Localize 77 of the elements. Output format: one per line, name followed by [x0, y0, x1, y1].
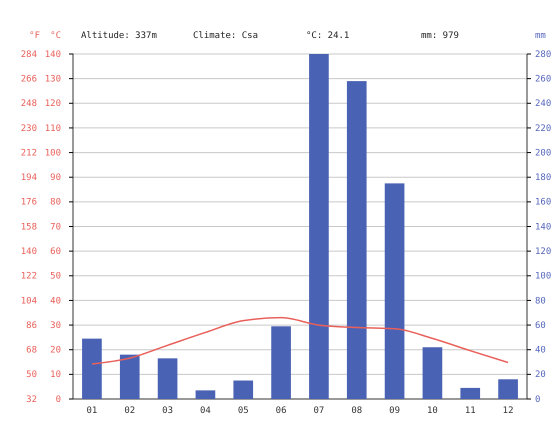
bar	[384, 183, 404, 399]
y3-tick-label: 122	[20, 272, 37, 282]
y3-tick-label: 50	[26, 370, 37, 380]
y-tick-label: 60	[50, 247, 61, 258]
y3-tick-label: 284	[20, 50, 37, 60]
bar	[82, 338, 102, 399]
y3-tick-label: 212	[20, 148, 37, 158]
y3-tick-label: 104	[20, 296, 37, 306]
y-tick-label: 90	[50, 173, 61, 184]
y2-tick-label: 40	[535, 346, 546, 356]
y-tick-label: 0	[56, 394, 61, 405]
x-tick-label: 01	[86, 406, 98, 416]
y3-tick-label: 158	[20, 222, 37, 232]
y2-tick-label: 280	[535, 50, 552, 60]
y-tick-label: 30	[50, 320, 61, 331]
text: Altitude: 337m	[81, 31, 157, 41]
y3-tick-label: 266	[20, 74, 37, 85]
y2-tick-label: 20	[535, 370, 546, 380]
y3-tick-label: 68	[26, 346, 37, 356]
text: Climate: Csa	[193, 31, 258, 41]
y2-tick-label: 80	[535, 296, 546, 306]
y-tick-label: 130	[44, 74, 61, 85]
x-tick-label: 04	[200, 406, 211, 416]
y3-tick-label: 86	[26, 320, 37, 331]
y2-tick-label: 140	[535, 222, 552, 232]
bar	[498, 379, 518, 399]
line-series	[91, 316, 509, 365]
x-tick-label: 07	[313, 406, 324, 416]
text: mm: 979	[421, 31, 459, 41]
y2-tick-label: 120	[535, 247, 552, 258]
y2-tick-label: 240	[535, 99, 552, 110]
y3-tick-label: 140	[20, 247, 37, 258]
y2-tick-label: 160	[535, 198, 552, 208]
y2-tick-label: 60	[535, 320, 546, 331]
bar	[271, 326, 291, 399]
y2-tick-label: 200	[535, 148, 552, 158]
x-tick-label: 09	[389, 406, 400, 416]
bar	[460, 388, 480, 399]
y2-tick-label: 260	[535, 74, 552, 85]
x-tick-label: 08	[351, 406, 362, 416]
y2-tick-label: 100	[535, 272, 552, 282]
x-tick-label: 12	[502, 406, 514, 416]
x-tick-label: 02	[124, 406, 136, 416]
y3-tick-label: 32	[26, 394, 37, 405]
x-tick-label: 05	[238, 406, 249, 416]
x-tick-label: 10	[426, 406, 438, 416]
x-tick-label: 06	[276, 406, 287, 416]
y2-tick-label: 180	[535, 173, 552, 184]
y-tick-label: 140	[44, 50, 61, 60]
text: °C: 24.1	[306, 31, 350, 41]
bar	[309, 54, 329, 399]
y-tick-label: 10	[50, 370, 61, 380]
y2-tick-label: 220	[535, 124, 552, 134]
y3-tick-label: 230	[20, 124, 37, 134]
y2-axis-title: mm	[535, 31, 546, 41]
y3-tick-label: 194	[20, 173, 37, 184]
y-tick-label: 20	[50, 346, 61, 356]
y-tick-label: 50	[50, 272, 61, 282]
y2-tick-label: 0	[535, 394, 540, 405]
y-tick-label: 70	[50, 222, 61, 232]
y-tick-label: 110	[44, 124, 61, 134]
bar	[346, 81, 367, 399]
y-axis-title: °C	[50, 31, 61, 41]
y-tick-label: 80	[50, 198, 61, 208]
y3-tick-label: 248	[20, 99, 37, 110]
bar	[422, 347, 442, 399]
y3-tick-label: 176	[20, 198, 37, 208]
y3-axis-title: °F	[29, 31, 40, 41]
bar	[120, 354, 140, 399]
x-tick-label: 03	[162, 406, 174, 416]
y-tick-label: 40	[50, 296, 61, 306]
y-tick-label: 120	[44, 99, 61, 110]
x-tick-label: 11	[464, 406, 476, 416]
bar	[158, 358, 178, 399]
bar	[196, 390, 216, 399]
bar	[233, 380, 254, 399]
y-tick-label: 100	[44, 148, 61, 158]
